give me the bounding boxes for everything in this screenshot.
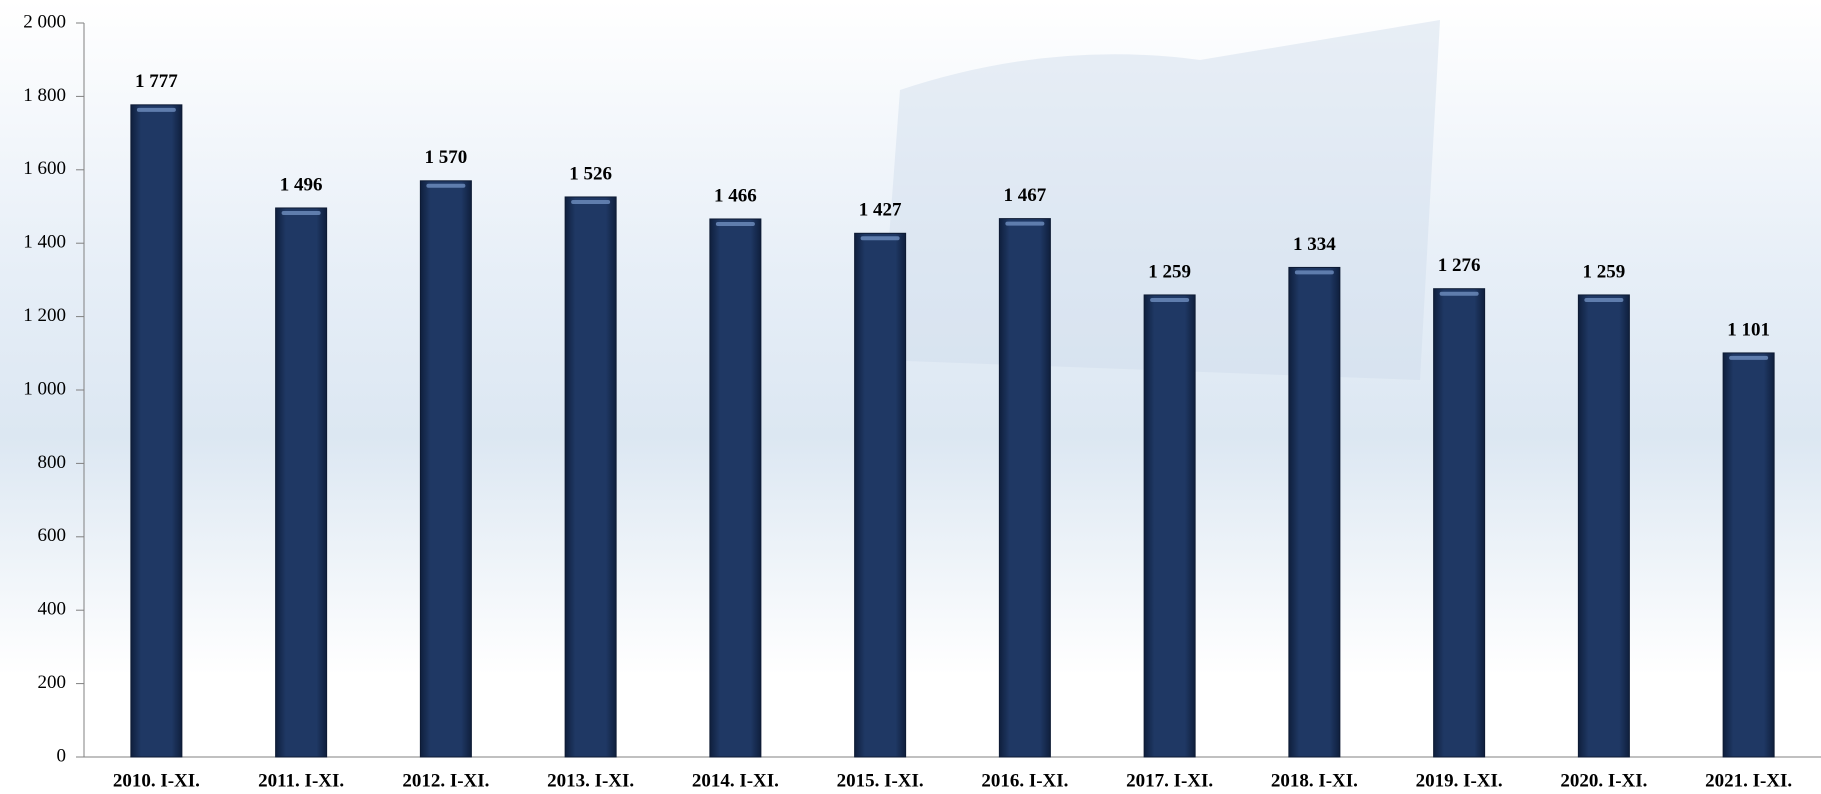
x-tick-label: 2012. I-XI. bbox=[402, 770, 489, 791]
value-label: 1 259 bbox=[1148, 261, 1191, 282]
bar-highlight bbox=[860, 236, 900, 241]
x-tick-label: 2015. I-XI. bbox=[837, 770, 924, 791]
value-label: 1 467 bbox=[1004, 185, 1047, 206]
value-label: 1 334 bbox=[1293, 234, 1336, 255]
value-label: 1 777 bbox=[135, 71, 178, 92]
bar bbox=[709, 218, 762, 758]
bar-highlight bbox=[1729, 355, 1769, 360]
value-label: 1 259 bbox=[1583, 261, 1626, 282]
bar bbox=[564, 196, 617, 758]
y-tick-label: 400 bbox=[38, 599, 67, 620]
x-tick-label: 2017. I-XI. bbox=[1126, 770, 1213, 791]
bar-highlight bbox=[571, 199, 611, 204]
bar bbox=[419, 180, 472, 758]
bar-highlight bbox=[1150, 297, 1190, 302]
bar-highlight bbox=[1294, 270, 1334, 275]
y-tick-label: 0 bbox=[57, 745, 67, 766]
bar-highlight bbox=[426, 183, 466, 188]
y-tick-label: 200 bbox=[38, 672, 67, 693]
x-tick-label: 2013. I-XI. bbox=[547, 770, 634, 791]
value-label: 1 570 bbox=[425, 147, 468, 168]
bar-highlight bbox=[1005, 221, 1045, 226]
bar bbox=[1433, 288, 1486, 758]
x-tick-label: 2010. I-XI. bbox=[113, 770, 200, 791]
bar-highlight bbox=[281, 210, 321, 215]
y-tick-label: 1 600 bbox=[23, 158, 66, 179]
value-label: 1 496 bbox=[280, 174, 323, 195]
y-tick-label: 1 000 bbox=[23, 378, 66, 399]
bar bbox=[1577, 294, 1630, 758]
x-tick-label: 2020. I-XI. bbox=[1560, 770, 1647, 791]
x-tick-label: 2021. I-XI. bbox=[1705, 770, 1792, 791]
bar bbox=[275, 207, 328, 758]
x-tick-label: 2018. I-XI. bbox=[1271, 770, 1358, 791]
value-label: 1 101 bbox=[1727, 319, 1770, 340]
y-tick-label: 600 bbox=[38, 525, 67, 546]
x-tick-label: 2016. I-XI. bbox=[981, 770, 1068, 791]
bar bbox=[1288, 266, 1341, 758]
bar-highlight bbox=[1439, 291, 1479, 296]
x-tick-label: 2011. I-XI. bbox=[258, 770, 344, 791]
bar-highlight bbox=[1584, 297, 1624, 302]
bar bbox=[130, 104, 183, 758]
x-tick-label: 2019. I-XI. bbox=[1416, 770, 1503, 791]
value-label: 1 466 bbox=[714, 185, 757, 206]
x-tick-label: 2014. I-XI. bbox=[692, 770, 779, 791]
bar-highlight bbox=[136, 107, 176, 112]
value-label: 1 526 bbox=[569, 163, 612, 184]
y-tick-label: 1 400 bbox=[23, 232, 66, 253]
bar bbox=[1722, 352, 1775, 758]
bar bbox=[998, 218, 1051, 758]
value-label: 1 427 bbox=[859, 200, 902, 221]
y-tick-label: 1 800 bbox=[23, 85, 66, 106]
y-tick-label: 1 200 bbox=[23, 305, 66, 326]
bar bbox=[1143, 294, 1196, 758]
y-tick-label: 800 bbox=[38, 452, 67, 473]
bar bbox=[854, 232, 907, 758]
y-tick-label: 2 000 bbox=[23, 11, 66, 32]
bar-highlight bbox=[715, 221, 755, 226]
value-label: 1 276 bbox=[1438, 255, 1481, 276]
